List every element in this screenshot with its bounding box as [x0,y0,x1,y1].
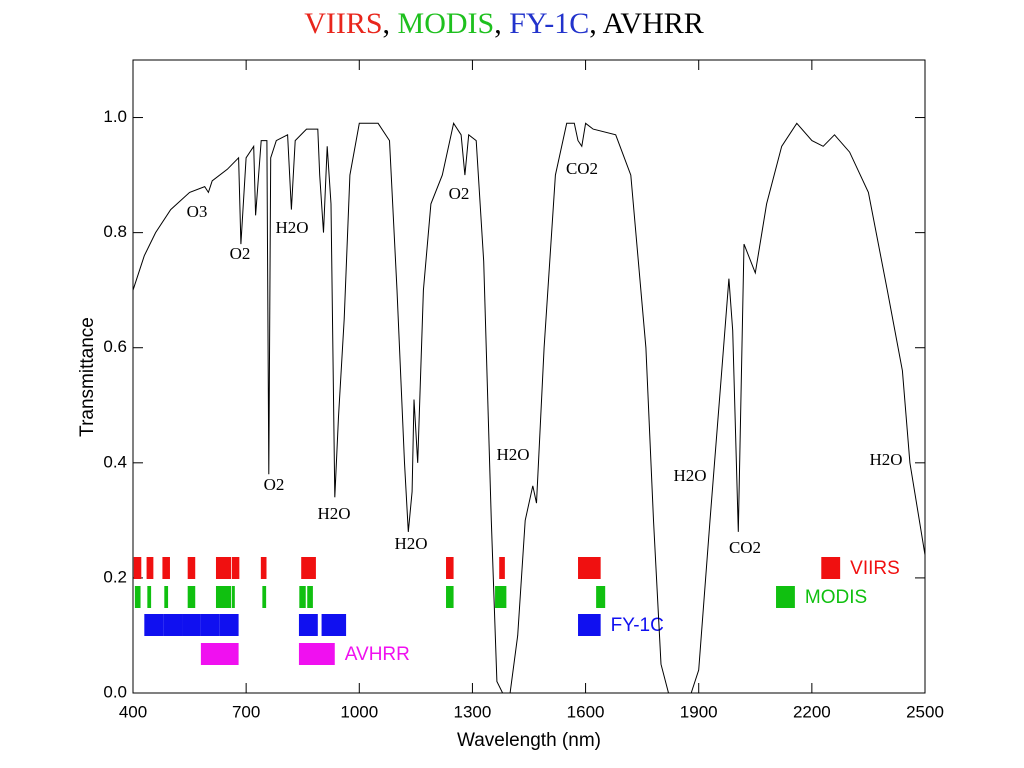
band [596,586,606,608]
band [215,557,232,579]
y-tick-label: 0.2 [103,567,127,586]
band [133,557,142,579]
band [776,586,795,608]
band [301,557,316,579]
band [187,586,196,608]
band [147,586,152,608]
annotation: H2O [673,466,706,485]
x-tick-label: 2500 [906,702,944,721]
x-tick-label: 400 [119,702,147,721]
band [298,643,335,665]
y-tick-label: 0.4 [103,452,127,471]
band [578,557,601,579]
band [578,614,601,636]
band [446,557,454,579]
y-tick-label: 0.0 [103,682,127,701]
band [164,586,169,608]
annotation: H2O [275,218,308,237]
y-tick-label: 1.0 [103,107,127,126]
band [163,614,183,636]
transmittance-line [132,122,926,694]
x-tick-label: 2200 [793,702,831,721]
annotation: O3 [187,202,208,221]
band-label: VIIRS [850,558,900,579]
x-axis-label: Wavelength (nm) [457,730,601,751]
band-label: FY-1C [611,615,664,636]
band [144,614,164,636]
band [321,614,347,636]
band [299,586,306,608]
annotation: H2O [394,534,427,553]
band [146,557,154,579]
band [187,557,196,579]
x-tick-label: 1000 [340,702,378,721]
title-part: , [494,7,509,40]
annotation: O2 [449,184,470,203]
band [231,586,235,608]
band [260,557,267,579]
x-tick-label: 1600 [567,702,605,721]
band [446,586,454,608]
band [298,614,318,636]
band [182,614,201,636]
annotation: CO2 [729,538,761,557]
band [134,586,141,608]
x-tick-label: 700 [232,702,260,721]
title-part: VIIRS [304,7,382,40]
title-part: , [383,7,398,40]
band [200,643,239,665]
y-tick-label: 0.6 [103,337,127,356]
y-tick-label: 0.8 [103,222,127,241]
band-label: AVHRR [345,644,410,665]
x-tick-label: 1300 [454,702,492,721]
y-axis-label: Transmittance [77,317,98,437]
annotation: O2 [230,244,251,263]
annotation: CO2 [566,159,598,178]
title-part: AVHRR [603,7,704,40]
band [495,586,507,608]
band [499,557,505,579]
plot-frame [132,59,926,694]
band [219,614,239,636]
title-part: MODIS [398,7,495,40]
band [200,614,220,636]
title-part: , [589,7,602,40]
annotation: H2O [869,450,902,469]
band [262,586,267,608]
band [162,557,170,579]
band [215,586,232,608]
annotation: H2O [496,445,529,464]
band [821,557,841,579]
band [231,557,240,579]
annotation: O2 [264,475,285,494]
band [307,586,313,608]
chart-title: VIIRS, MODIS, FY-1C, AVHRR [304,7,704,40]
title-part: FY-1C [509,7,589,40]
x-tick-label: 1900 [680,702,718,721]
band-label: MODIS [805,587,867,608]
annotation: H2O [317,504,350,523]
